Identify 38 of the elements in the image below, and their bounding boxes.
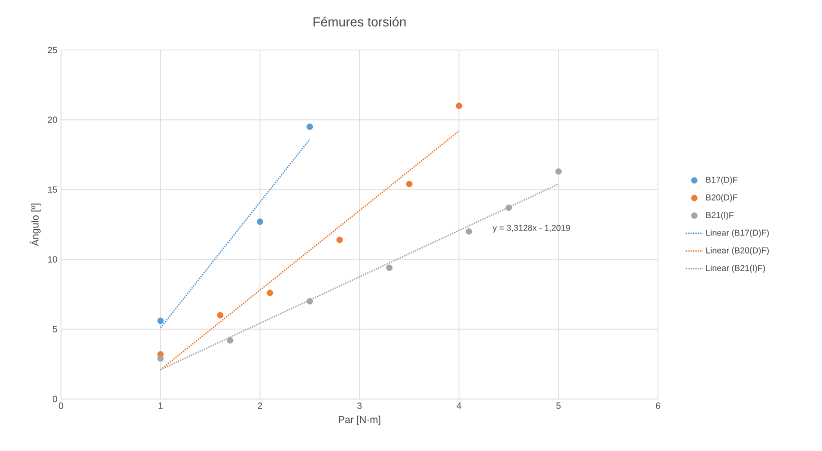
point [256, 218, 264, 225]
point [226, 337, 234, 344]
legend-label: Linear (B17(D)F) [706, 229, 769, 238]
y-tick-label: 15 [48, 186, 58, 193]
point [336, 236, 343, 244]
annotation: y = 3,3128x - 1,2019 [492, 224, 570, 233]
point [306, 298, 313, 304]
legend-label: Linear (B20(D)F) [706, 247, 769, 256]
point [266, 290, 274, 296]
x-tick-label: 2 [258, 402, 262, 409]
point [306, 124, 313, 130]
x-axis-title: Par [N·m] [338, 416, 380, 426]
y-tick-label: 25 [48, 46, 58, 54]
x-tick-label: 3 [357, 402, 362, 409]
y-tick-label: 20 [48, 116, 58, 123]
x-tick-label: 5 [556, 402, 561, 409]
legend-label: B21(I)F [706, 212, 734, 220]
point [386, 264, 393, 271]
point [157, 355, 164, 362]
x-tick-label: 1 [158, 402, 163, 409]
legend-label: Linear (B21(I)F) [706, 264, 765, 273]
point [555, 168, 562, 175]
chart-title: Fémures torsión [314, 16, 406, 26]
point [506, 204, 512, 211]
x-tick-label: 0 [58, 402, 64, 409]
point [157, 318, 164, 324]
point [217, 312, 224, 318]
point [456, 102, 462, 110]
y-tick-label: 0 [52, 396, 58, 402]
point [406, 180, 412, 188]
point [466, 228, 472, 235]
y-axis-title: Ángulo [º] [30, 204, 41, 246]
legend-label: B17(D)F [706, 176, 738, 184]
y-tick-label: 10 [48, 256, 58, 263]
legend-label: B20(D)F [706, 194, 738, 202]
x-tick-label: 6 [656, 402, 660, 409]
x-tick-label: 4 [456, 402, 462, 409]
y-tick-label: 5 [52, 326, 58, 332]
